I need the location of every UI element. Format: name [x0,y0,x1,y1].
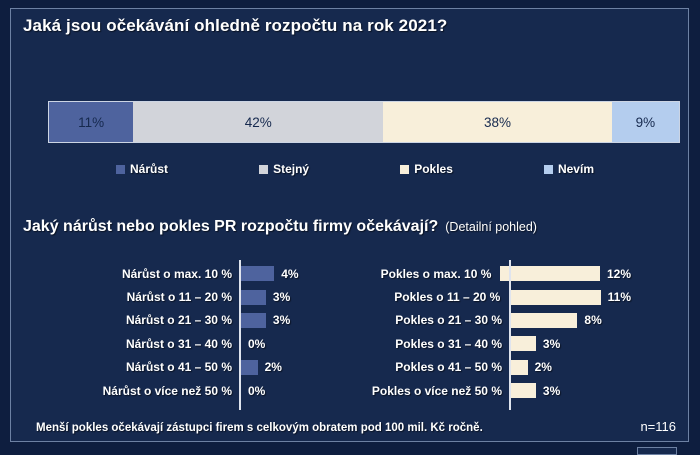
stacked-segment-value: 9% [635,114,656,130]
stacked-segment-value: 42% [244,114,272,130]
bar-category-label: Pokles o 21 – 30 % [395,313,502,328]
sample-size-label: n=116 [640,419,676,434]
bar-row: Pokles o 21 – 30 % 8% [296,309,631,332]
legend-item-3: Pokles [400,162,453,176]
bar-row: Nárůst o 41 – 50 % 2% [26,356,361,379]
bar-category-label: Pokles o 11 – 20 % [394,290,501,305]
bar-row: Nárůst o 31 – 40 % 0% [26,332,361,355]
legend-swatch-icon [259,164,269,174]
bar-value-label: 3% [542,383,561,398]
budget-expectation-stacked-bar: 11% 42% 38% 9% [48,101,680,143]
bar-track: 11% [509,289,631,305]
stacked-segment-value: 38% [483,114,511,130]
bar-row: Pokles o 41 – 50 % 2% [296,356,631,379]
detail-title: Jaký nárůst nebo pokles PR rozpočtu firm… [23,218,537,236]
bar-value-label: 3% [272,313,291,328]
bar-track: 0% [241,383,265,398]
bar [241,266,275,282]
bar-row: Pokles o 31 – 40 % 3% [296,332,631,355]
stacked-segment-4: 9% [611,102,679,142]
bar-track: 12% [500,266,631,282]
bar-row: Nárůst o 11 – 20 % 3% [26,285,361,308]
legend-swatch-icon [543,164,553,174]
legend-swatch-icon [400,164,410,174]
bar-value-label: 2% [534,360,552,375]
legend-item-2: Stejný [259,162,309,176]
main-title: Jaká jsou očekávání ohledně rozpočtu na … [23,16,448,35]
bar-track: 3% [511,336,561,352]
bar-track: 3% [511,383,561,399]
stacked-segment-1: 11% [49,102,134,142]
bar-category-label: Pokles o více než 50 % [371,383,502,398]
bar-track: 3% [241,289,291,305]
bar-category-label: Nárůst o 41 – 50 % [125,360,232,375]
increase-chart-axis [239,260,241,410]
bar [241,359,258,375]
legend-label: Stejný [273,162,310,176]
bar-track: 4% [241,266,299,282]
bar-row: Nárůst o max. 10 % 4% [26,262,361,285]
bar-value-label: 3% [542,336,561,351]
detail-subtitle: (Detailní pohled) [445,220,537,234]
decrease-detail-bar-chart: Pokles o max. 10 % 12% Pokles o 11 – 20 % 1… [296,260,631,414]
legend-item-4: Nevím [543,162,594,176]
bar-track: 2% [511,359,552,375]
footer-note: Menší pokles očekávají zástupci firem s … [36,422,483,434]
bar-value-label: 4% [281,266,299,281]
bar-row: Pokles o max. 10 % 12% [296,262,631,285]
bar-track: 8% [511,312,602,328]
bar [511,312,578,328]
bar-row: Pokles o více než 50 % 3% [296,379,631,402]
stacked-segment-3: 38% [383,102,612,142]
bar-category-label: Pokles o max. 10 % [380,266,492,281]
increase-detail-bar-chart: Nárůst o max. 10 % 4% Nárůst o 11 – 20 % 3%… [26,260,361,414]
legend-item-1: Nárůst [116,162,168,176]
bar-value-label: 8% [584,313,602,328]
bar [509,289,601,305]
bar-category-label: Nárůst o více než 50 % [102,383,232,398]
bar [241,312,266,328]
cutoff-element [637,447,677,455]
bar-value-label: 12% [606,266,631,281]
bar [511,336,536,352]
bar-category-label: Nárůst o max. 10 % [121,266,232,281]
detail-title-text: Jaký nárůst nebo pokles PR rozpočtu firm… [23,218,439,235]
bar-category-label: Nárůst o 11 – 20 % [126,290,232,305]
legend-label: Nárůst [130,162,169,176]
stacked-segment-value: 11% [78,114,105,130]
bar-row: Pokles o 11 – 20 % 11% [296,285,631,308]
legend-label: Pokles [414,162,453,176]
bar [500,266,600,282]
bar-value-label: 2% [264,360,282,375]
stacked-segment-2: 42% [133,102,384,142]
bar-value-label: 0% [248,383,266,398]
bar-category-label: Pokles o 41 – 50 % [395,360,502,375]
bar-track: 3% [241,312,291,328]
bar-value-label: 3% [272,290,291,305]
legend-swatch-icon [116,164,125,174]
legend-label: Nevím [557,162,594,176]
bar-track: 0% [241,336,265,351]
bar [241,289,266,305]
bar-track: 2% [241,359,282,375]
legend: Nárůst Stejný Pokles Nevím [116,162,594,176]
bar-category-label: Pokles o 31 – 40 % [395,336,502,351]
bar-row: Nárůst o více než 50 % 0% [26,379,361,402]
bar-value-label: 0% [248,336,266,351]
bar-row: Nárůst o 21 – 30 % 3% [26,309,361,332]
bar-value-label: 11% [607,290,631,305]
bar [511,383,536,399]
slide-frame: Jaká jsou očekávání ohledně rozpočtu na … [10,8,689,442]
bar-category-label: Nárůst o 21 – 30 % [125,313,232,328]
bar [511,359,528,375]
decrease-chart-axis [509,260,511,410]
bar-category-label: Nárůst o 31 – 40 % [125,336,232,351]
